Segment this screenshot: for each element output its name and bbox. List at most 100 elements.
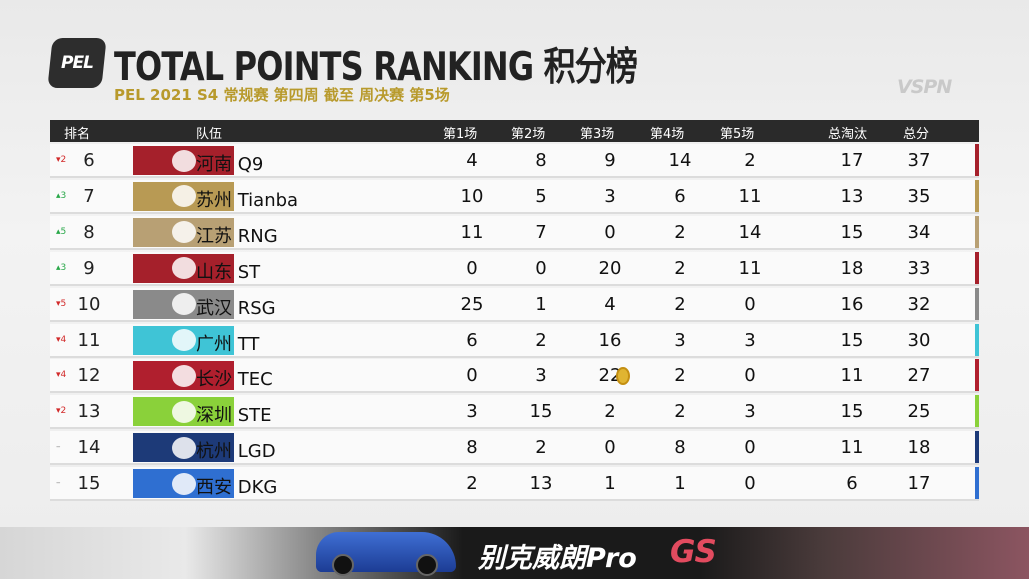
score-m1: 25 <box>460 293 484 315</box>
score-total: 18 <box>907 437 931 459</box>
score-kills: 16 <box>840 293 864 315</box>
medal-icon <box>616 367 630 386</box>
rank-number: 14 <box>77 437 101 459</box>
team-logo <box>133 146 234 175</box>
score-total: 37 <box>907 150 931 171</box>
score-m3: 2 <box>604 401 616 423</box>
table-row: – 14 杭州 LGD 8 2 0 8 0 11 18 <box>50 431 979 466</box>
table-row: ▾4 12 长沙 TEC 0 3 22 2 0 11 27 <box>50 359 979 394</box>
team-name: 江苏 RNG <box>196 225 278 247</box>
team-name: 武汉 RSG <box>196 297 276 319</box>
score-m3: 22 <box>598 365 622 387</box>
rank-change: ▾2 <box>56 155 67 165</box>
score-total: 30 <box>907 329 931 351</box>
team-name: 河南 Q9 <box>196 154 264 175</box>
score-m2: 8 <box>535 150 547 171</box>
score-total: 27 <box>907 365 931 387</box>
team-color-bar <box>975 467 979 500</box>
score-m4: 2 <box>674 257 686 279</box>
col-total-points: 总分 <box>903 127 930 142</box>
score-kills: 11 <box>840 437 864 459</box>
car-image <box>316 532 456 576</box>
rank-change: ▴5 <box>56 226 67 237</box>
score-m3: 20 <box>598 257 622 279</box>
score-m3: 1 <box>604 473 616 495</box>
rank-change: ▾2 <box>56 406 67 417</box>
score-m2: 0 <box>535 257 547 279</box>
team-logo <box>133 253 234 283</box>
col-match-2: 第2场 <box>511 127 546 142</box>
score-m3: 16 <box>598 329 622 351</box>
score-m5: 3 <box>744 401 756 423</box>
score-m3: 9 <box>604 150 616 171</box>
score-kills: 15 <box>840 329 864 351</box>
score-kills: 11 <box>840 365 864 387</box>
score-m1: 3 <box>466 401 478 423</box>
col-total-kills: 总淘汰 <box>828 127 868 142</box>
score-kills: 15 <box>840 401 864 423</box>
team-logo <box>133 433 234 463</box>
team-emblem-icon <box>171 221 196 244</box>
score-m5: 11 <box>738 185 762 207</box>
rank-change: ▴3 <box>56 262 67 273</box>
score-m2: 1 <box>535 293 547 315</box>
team-logo <box>133 469 234 499</box>
team-color-bar <box>975 144 979 176</box>
team-color-bar <box>975 251 979 284</box>
score-m4: 14 <box>668 150 692 171</box>
team-name: 广州 TT <box>196 333 260 355</box>
team-logo <box>133 181 234 211</box>
team-emblem-icon <box>171 329 196 351</box>
col-rank: 排名 <box>64 127 91 142</box>
rank-number: 7 <box>83 185 95 207</box>
table-row: ▴3 7 苏州 Tianba 10 5 3 6 11 13 35 <box>50 179 979 214</box>
score-m1: 6 <box>466 329 478 351</box>
rank-number: 12 <box>77 365 101 387</box>
score-m4: 2 <box>674 221 686 243</box>
team-name: 山东 ST <box>196 261 261 283</box>
team-color-bar <box>975 323 979 356</box>
score-total: 25 <box>907 401 931 423</box>
rank-change: ▾4 <box>56 334 67 345</box>
table-row: ▾2 13 深圳 STE 3 15 2 2 3 15 25 <box>50 395 979 430</box>
score-m5: 3 <box>744 329 756 351</box>
team-emblem-icon <box>171 149 196 172</box>
rank-number: 10 <box>77 293 101 315</box>
table-row: ▾2 6 河南 Q9 4 8 9 14 2 17 37 <box>50 144 979 178</box>
team-logo <box>133 325 234 355</box>
table-row: ▴3 9 山东 ST 0 0 20 2 11 18 33 <box>50 251 979 286</box>
score-m5: 0 <box>744 293 756 315</box>
score-kills: 13 <box>840 185 864 207</box>
score-total: 33 <box>907 257 931 279</box>
score-m2: 7 <box>535 221 547 243</box>
team-name: 杭州 LGD <box>196 441 276 463</box>
team-color-bar <box>975 431 979 464</box>
score-m2: 13 <box>529 473 553 495</box>
team-emblem-icon <box>171 364 196 387</box>
team-logo <box>133 397 234 427</box>
table-row: – 15 西安 DKG 2 13 1 1 0 6 17 <box>50 467 979 502</box>
team-logo <box>133 289 234 319</box>
score-m5: 11 <box>738 257 762 279</box>
score-m2: 2 <box>535 437 547 459</box>
team-emblem-icon <box>171 185 196 208</box>
page-title: TOTAL POINTS RANKING 积分榜 <box>114 45 638 90</box>
score-m4: 2 <box>674 401 686 423</box>
score-m2: 3 <box>535 365 547 387</box>
rank-number: 15 <box>77 473 101 495</box>
rank-number: 11 <box>77 329 101 351</box>
score-m4: 3 <box>674 329 686 351</box>
score-m3: 4 <box>604 293 616 315</box>
score-m1: 4 <box>466 150 478 171</box>
rank-change: ▾4 <box>56 370 67 381</box>
rank-change: ▾5 <box>56 298 67 309</box>
score-kills: 17 <box>840 150 864 171</box>
rank-change: – <box>56 442 61 453</box>
score-m5: 14 <box>738 221 762 243</box>
col-match-4: 第4场 <box>650 127 685 142</box>
team-color-bar <box>975 359 979 392</box>
score-m2: 15 <box>529 401 553 423</box>
sponsor-gs-logo: GS <box>670 534 717 570</box>
score-total: 17 <box>907 473 931 495</box>
rank-number: 6 <box>83 150 95 171</box>
